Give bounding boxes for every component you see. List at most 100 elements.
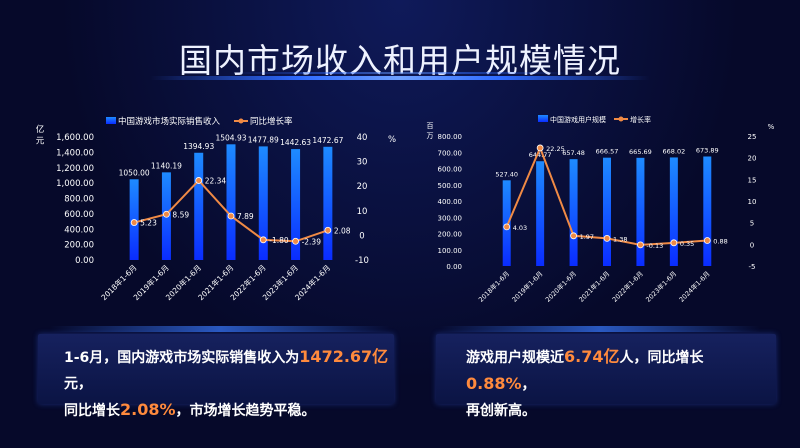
users-growth-label: -0.13 xyxy=(646,242,663,250)
summary-right: 游戏用户规模近6.74亿人，同比增长 0.88%， 再创新高。 xyxy=(466,344,772,424)
revenue-y2-tick: 20 xyxy=(357,182,368,192)
users-bar-label: 644.77 xyxy=(529,151,552,159)
revenue-y2-tick: 40 xyxy=(357,133,368,143)
users-y-tick: 300.00 xyxy=(438,214,463,222)
revenue-bar-label: 1394.93 xyxy=(183,142,214,151)
users-y-tick: 600.00 xyxy=(438,166,463,174)
users-category-label: 2019年1-6月 xyxy=(510,269,545,304)
users-legend-bar-label: 中国游戏用户规模 xyxy=(550,115,606,124)
users-bar xyxy=(502,180,511,266)
users-category-label: 2018年1-6月 xyxy=(476,269,511,304)
users-growth-point xyxy=(503,223,511,231)
revenue-growth-label: 8.59 xyxy=(172,210,189,219)
users-growth-point xyxy=(570,232,577,240)
revenue-y-tick: 200.00 xyxy=(64,241,94,251)
users-bar xyxy=(536,161,545,266)
users-y-tick: 700.00 xyxy=(438,149,463,157)
revenue-growth-label: -2.39 xyxy=(302,237,322,246)
revenue-y2-tick: 0 xyxy=(359,231,364,241)
revenue-growth-point xyxy=(130,219,138,226)
revenue-y-tick: 1,600.00 xyxy=(56,133,94,143)
revenue-y-tick: 600.00 xyxy=(64,210,94,220)
users-legend-line-label: 增长率 xyxy=(630,115,651,124)
revenue-bar xyxy=(194,152,204,260)
users-y-tick: 400.00 xyxy=(438,198,463,206)
revenue-bar-label: 1477.89 xyxy=(248,135,279,144)
users-y-tick: 0.00 xyxy=(446,263,462,271)
summary-right-text: 人，同比增长 xyxy=(619,350,704,366)
users-growth-point xyxy=(703,237,711,244)
revenue-y-tick: 1,400.00 xyxy=(56,148,94,158)
revenue-growth-label: 22.34 xyxy=(205,176,227,185)
summary-left-line1: 1-6月，国内游戏市场实际销售收入为1472.67亿元， xyxy=(64,344,394,397)
users-legend-bar-swatch xyxy=(538,115,548,122)
users-growth-point xyxy=(536,144,544,152)
users-category-label: 2021年1-6月 xyxy=(577,269,612,304)
users-growth-label: 1.97 xyxy=(580,233,594,241)
revenue-y2-tick: 30 xyxy=(357,158,368,168)
users-bar xyxy=(603,157,611,266)
revenue-y-unit-char: 亿 xyxy=(36,124,45,135)
users-growth-point xyxy=(637,241,644,249)
summary-left-text: 元， xyxy=(64,376,92,392)
summary-right-text: 再创新高。 xyxy=(466,403,536,419)
summary-right-text: 游戏用户规模近 xyxy=(466,350,564,366)
revenue-bar-label: 1472.67 xyxy=(312,136,343,145)
users-bar-label: 527.40 xyxy=(495,170,518,178)
users-bar xyxy=(569,159,578,266)
users-y2-tick: 0 xyxy=(750,241,754,249)
summary-right-text: ， xyxy=(521,377,536,393)
revenue-highlight: 1472.67亿 xyxy=(299,347,389,366)
revenue-legend-bar-swatch xyxy=(106,117,116,124)
revenue-y2-tick: 10 xyxy=(357,207,368,217)
users-growth-label: 0.88 xyxy=(713,238,727,246)
revenue-bar-label: 1504.93 xyxy=(215,133,246,142)
users-category-label: 2023年1-6月 xyxy=(644,269,679,304)
revenue-y-tick: 800.00 xyxy=(64,195,94,205)
summary-left: 1-6月，国内游戏市场实际销售收入为1472.67亿元， 同比增长2.08%，市… xyxy=(64,344,394,424)
title-underline-accent xyxy=(230,72,570,74)
users-category-label: 2022年1-6月 xyxy=(610,269,645,304)
summary-panel-left xyxy=(38,334,394,404)
revenue-y-tick: 1,000.00 xyxy=(56,179,94,189)
revenue-legend-line-label: 同比增长率 xyxy=(250,116,293,127)
users-growth-label: 4.03 xyxy=(513,224,527,232)
summary-right-line1: 游戏用户规模近6.74亿人，同比增长 0.88%， xyxy=(466,344,772,398)
users-growth-label: 22.25 xyxy=(546,145,565,153)
users-bar-label: 668.02 xyxy=(662,147,685,155)
revenue-growth-label: 5.23 xyxy=(140,219,157,228)
revenue-y-tick: 0.00 xyxy=(75,256,94,266)
users-bar-label: 666.57 xyxy=(596,148,619,156)
revenue-y2-unit: % xyxy=(388,135,396,145)
users-bar-label: 665.69 xyxy=(629,148,652,156)
users-bar xyxy=(669,157,678,266)
users-growth-point xyxy=(670,239,678,247)
revenue-growth-label: 7.89 xyxy=(237,212,254,221)
users-growth-label: 0.35 xyxy=(680,240,694,248)
revenue-y-unit-char: 元 xyxy=(36,137,45,147)
users-y-tick: 800.00 xyxy=(438,133,463,141)
users-legend-line-marker xyxy=(618,116,624,122)
users-y2-tick: 10 xyxy=(748,198,757,206)
title-underline xyxy=(150,76,650,80)
revenue-y2-tick: -10 xyxy=(355,256,369,266)
panel-right-edge xyxy=(440,326,760,332)
users-y2-unit: % xyxy=(768,123,775,131)
revenue-growth-point xyxy=(195,177,203,184)
users-bar-label: 657.48 xyxy=(562,149,585,157)
revenue-growth-label: 2.08 xyxy=(334,226,351,235)
summary-left-text: ，市场增长趋势平稳。 xyxy=(175,403,316,419)
revenue-bar xyxy=(226,144,236,260)
users-y2-tick: -5 xyxy=(749,263,756,271)
revenue-growth-point xyxy=(163,210,170,218)
users-y-tick: 500.00 xyxy=(438,182,463,190)
users-y2-tick: 15 xyxy=(748,176,757,184)
revenue-bar xyxy=(323,146,333,260)
summary-right-line2: 再创新高。 xyxy=(466,398,772,424)
users-y-tick: 200.00 xyxy=(438,231,463,239)
revenue-legend-bar-label: 中国游戏市场实际销售收入 xyxy=(118,116,221,127)
users-bar-label: 673.89 xyxy=(696,146,719,154)
revenue-growth-point xyxy=(227,212,235,220)
revenue-y-tick: 1,200.00 xyxy=(56,164,94,174)
